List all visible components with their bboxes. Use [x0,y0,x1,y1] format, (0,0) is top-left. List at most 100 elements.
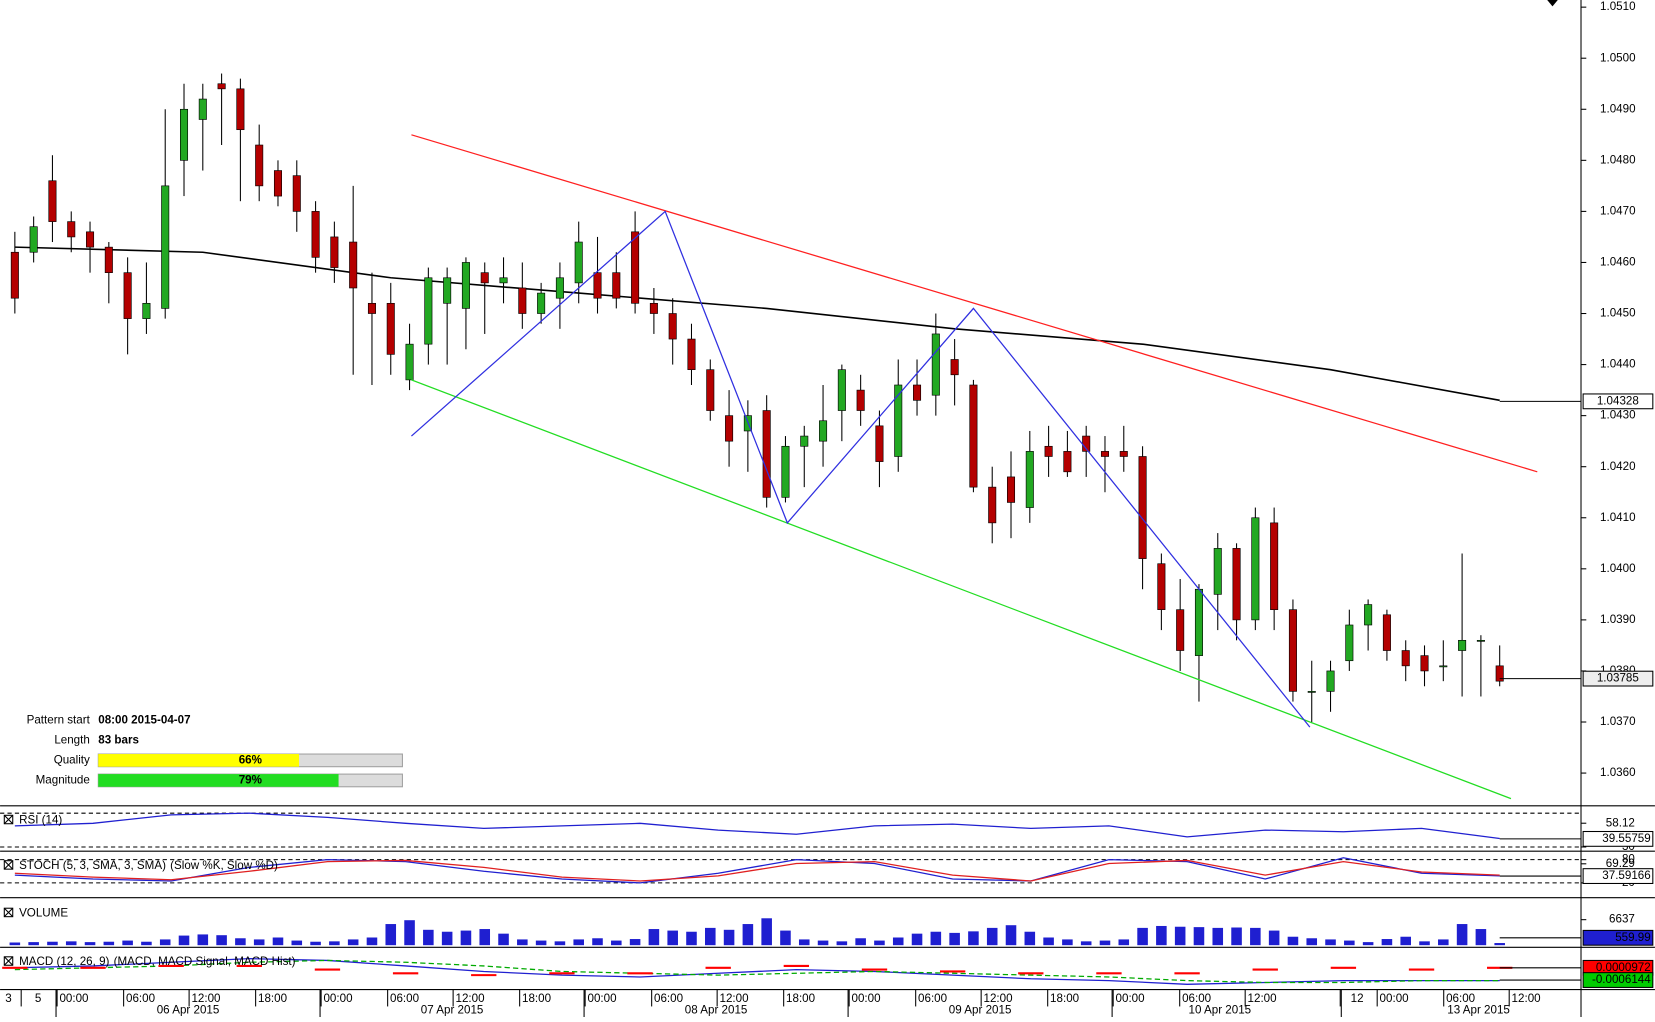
panel-title: RSI (14) [19,814,62,827]
candle-body [1364,604,1373,626]
y-tick-label: 69.29 [1606,857,1635,870]
candle-body [1270,522,1279,610]
candle-body [461,262,470,309]
time-label: 06:00 [1446,992,1475,1005]
candle-body [668,313,677,340]
candle-body [649,302,658,314]
y-tick-label: 1.0460 [1600,256,1636,269]
scroll-marker[interactable] [1547,0,1558,7]
pattern-label: Quality [54,753,90,766]
volume-bar [385,924,397,946]
volume-bar [836,941,848,946]
volume-bar [347,939,359,946]
volume-bar [1362,942,1374,946]
indicator-line [14,812,1500,840]
volume-bar [28,942,39,946]
date-label: 10 Apr 2015 [1189,1004,1252,1017]
trend-line [411,210,1311,728]
candle-body [1044,445,1053,457]
panel-icon-cross [3,956,14,966]
current-label: -0.0006144 [1592,973,1651,986]
y-tick-label: 1.0510 [1600,0,1636,13]
time-label: 5 [35,992,41,1005]
candle-body [800,435,809,447]
volume-bar [705,927,716,946]
pattern-label: Pattern start [27,713,91,726]
current-box [1582,972,1654,988]
candle-body [330,236,339,268]
time-label: 18:00 [786,992,815,1005]
candle-body [367,302,376,314]
time-label: 06:00 [654,992,683,1005]
candle-body [856,389,865,411]
candle-body [217,83,226,90]
time-label: 06:00 [126,992,155,1005]
volume-bar [1438,939,1449,946]
pattern-label: Magnitude [36,774,90,787]
indicator-line [14,857,1500,884]
candle-body [1345,624,1354,662]
candle-body [386,302,395,355]
volume-bar [1250,927,1261,946]
candle-body [1119,451,1128,457]
volume-bar [517,939,528,946]
candle-body [255,144,264,187]
volume-bar [1325,939,1336,946]
candle-body [405,343,414,381]
volume-bar [253,939,265,946]
candle-body [480,272,489,284]
candle-body [311,211,320,258]
time-label: 00:00 [1116,992,1145,1005]
pattern-bar [98,774,339,787]
volume-bar [1475,929,1487,946]
y-tick-label: 1.0470 [1600,204,1636,217]
volume-bar [986,927,998,946]
time-label: 06:00 [918,992,947,1005]
panel-icon-cross [3,860,14,870]
candle-body [1176,609,1185,651]
volume-bar [103,941,115,946]
current-box [1582,929,1654,946]
candle-body [687,338,696,371]
volume-bar [65,941,77,946]
volume-bar [1231,927,1242,946]
volume-bar [592,938,603,946]
candle-body [1420,655,1429,672]
date-label: 07 Apr 2015 [421,1004,484,1017]
candle-body [518,287,527,314]
volume-bar [874,940,885,946]
candle-body [1100,451,1110,457]
volume-bar [441,931,453,946]
volume-bar [1287,936,1299,946]
volume-bar [197,934,209,946]
volume-bar [498,933,509,946]
panel-icon-cross [3,814,14,825]
volume-bar [629,939,641,946]
volume-bar [535,940,547,946]
volume-bar [723,929,735,946]
candle-body [537,292,546,314]
candle-body [1025,451,1034,508]
y-tick-label: 1.0430 [1600,409,1636,422]
candle-body [725,415,734,442]
volume-bar [930,931,942,946]
time-label: 06:00 [390,992,419,1005]
candle-body [104,246,113,273]
candle-body [969,384,978,488]
candle-body [1157,563,1166,610]
time-label: 3 [5,992,11,1005]
candle-body [1382,614,1391,651]
candle-body [273,170,282,197]
volume-bar [855,938,866,946]
candle-body [1476,639,1485,642]
candle-body [29,226,38,253]
panel-title: VOLUME [19,907,68,920]
time-label: 12:00 [720,992,749,1005]
panel-title: STOCH (5, 3, SMA, 3, SMA) [19,859,166,872]
date-label: 13 Apr 2015 [1447,1004,1510,1017]
current-box [1582,670,1654,687]
volume-bar [216,935,227,946]
time-label: 00:00 [59,992,88,1005]
y-tick-label: 1.0370 [1600,715,1636,728]
candle-body [1326,670,1335,692]
